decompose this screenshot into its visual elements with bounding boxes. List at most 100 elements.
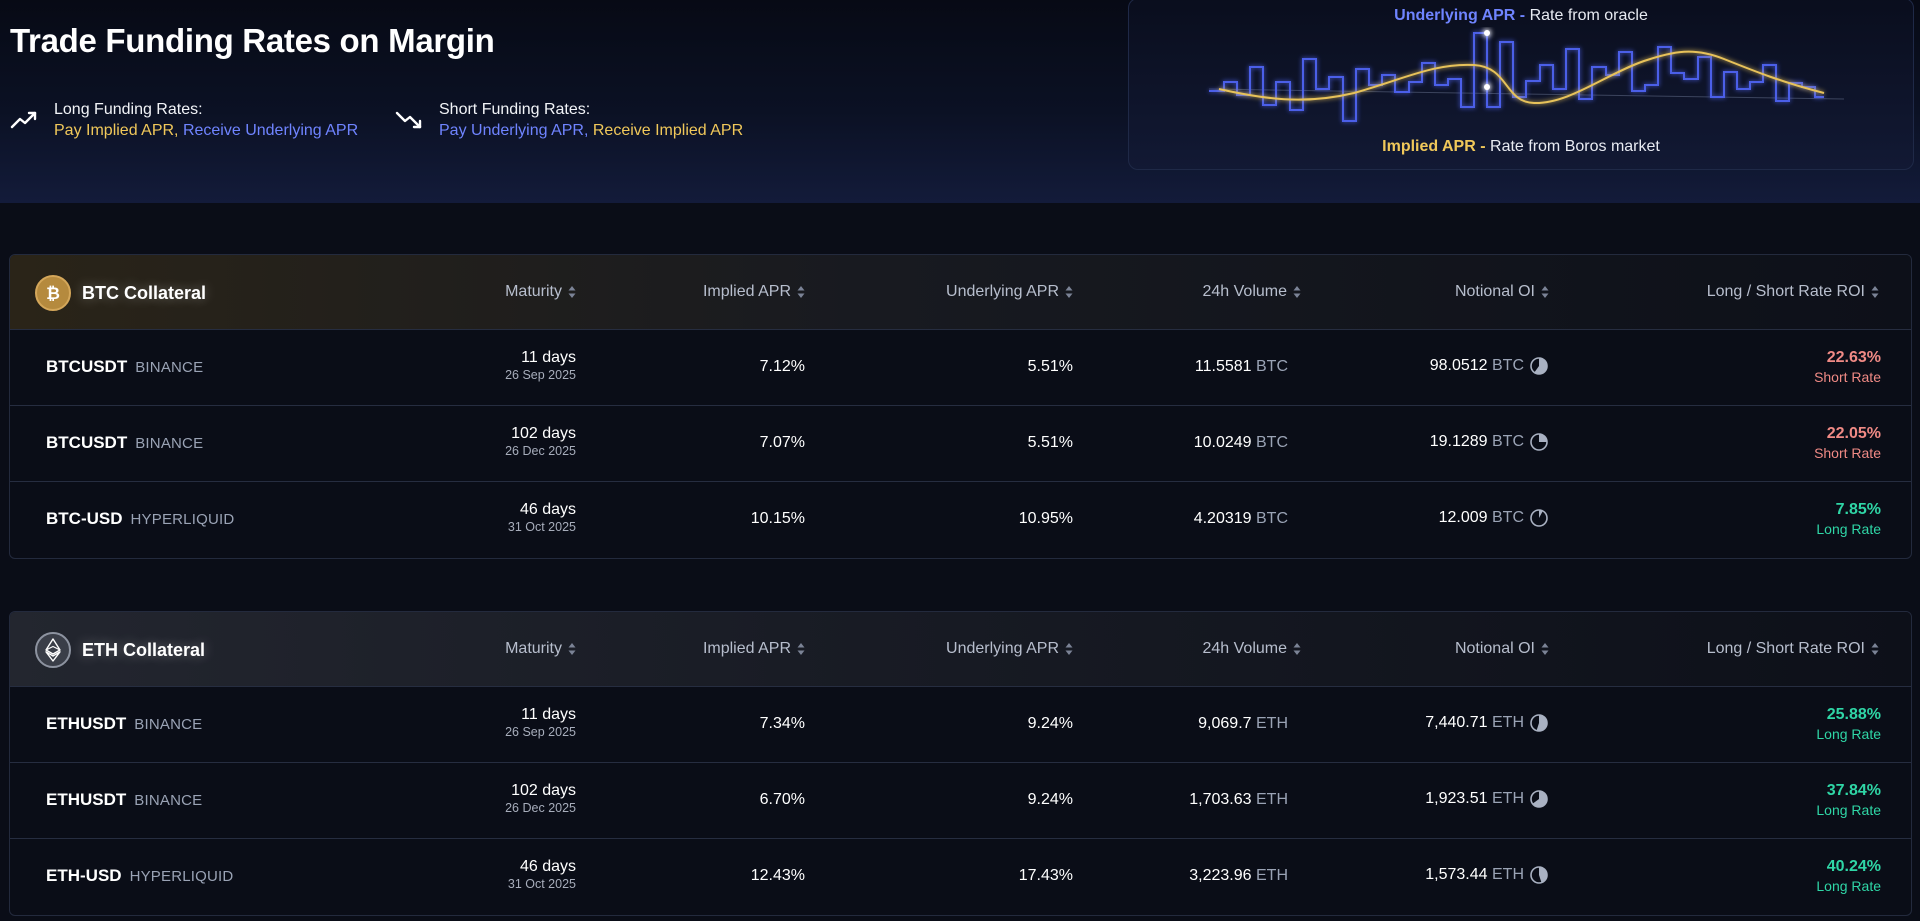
sort-volume-header[interactable]: 24h Volume xyxy=(1202,283,1301,301)
table-row[interactable]: BTCUSDT BINANCE 11 days 26 Sep 2025 7.12% … xyxy=(10,330,1911,406)
oi-unit: ETH xyxy=(1492,714,1524,732)
pair-symbol: ETHUSDT xyxy=(46,714,127,733)
collateral-label: ₿ BTC Collateral xyxy=(35,275,206,311)
roi-value: 40.24% xyxy=(1826,858,1881,875)
sort-notional-oi-header[interactable]: Notional OI xyxy=(1455,640,1549,658)
exchange-name: BINANCE xyxy=(135,435,204,452)
sort-icon xyxy=(568,643,576,655)
sort-underlying-apr-header[interactable]: Underlying APR xyxy=(946,640,1073,658)
collateral-title: BTC Collateral xyxy=(82,282,207,303)
collateral-title: ETH Collateral xyxy=(82,639,206,660)
page-title: Trade Funding Rates on Margin xyxy=(10,22,495,59)
sort-maturity-header[interactable]: Maturity xyxy=(505,640,576,658)
maturity-date: 31 Oct 2025 xyxy=(507,520,576,534)
table-row[interactable]: BTC-USD HYPERLIQUID 46 days 31 Oct 2025 10… xyxy=(10,482,1911,558)
table-row[interactable]: ETH-USD HYPERLIQUID 46 days 31 Oct 2025 12… xyxy=(10,839,1911,915)
volume-unit: BTC xyxy=(1256,510,1288,527)
table-header: ₿ BTC Collateral Maturity Implied APR Un… xyxy=(10,255,1911,330)
roi-value: 25.88% xyxy=(1826,706,1881,723)
sort-underlying-apr-header[interactable]: Underlying APR xyxy=(946,283,1073,301)
pair-symbol: BTCUSDT xyxy=(46,433,128,452)
implied-marker xyxy=(1484,84,1490,90)
short-funding-title: Short Funding Rates: xyxy=(439,101,591,118)
sort-icon xyxy=(1293,643,1301,655)
oi-utilization-pie-icon[interactable] xyxy=(1529,789,1549,809)
oi-utilization-pie-icon[interactable] xyxy=(1529,356,1549,376)
oi-utilization-pie-icon[interactable] xyxy=(1529,432,1549,452)
maturity-days: 46 days xyxy=(519,858,576,875)
volume-unit: ETH xyxy=(1256,791,1288,808)
roi-side-label: Long Rate xyxy=(1816,726,1881,742)
sort-implied-apr-header[interactable]: Implied APR xyxy=(703,283,805,301)
underlying-marker xyxy=(1484,30,1490,36)
ethereum-icon xyxy=(35,632,71,668)
volume-unit: BTC xyxy=(1256,358,1288,375)
short-funding-legend: Short Funding Rates: Pay Underlying APR,… xyxy=(395,100,743,142)
sort-volume-header[interactable]: 24h Volume xyxy=(1202,640,1301,658)
implied-apr-value: 7.12% xyxy=(759,358,805,375)
sort-maturity-header[interactable]: Maturity xyxy=(505,283,576,301)
exchange-name: BINANCE xyxy=(134,792,203,809)
underlying-apr-value: 9.24% xyxy=(1027,791,1073,808)
apr-illustration-graphic xyxy=(1208,30,1844,122)
oi-utilization-pie-icon[interactable] xyxy=(1529,865,1549,885)
sort-roi-header[interactable]: Long / Short Rate ROI xyxy=(1707,640,1879,658)
exchange-name: BINANCE xyxy=(135,359,204,376)
long-pay-text: Pay Implied APR, xyxy=(54,122,179,139)
maturity-date: 26 Sep 2025 xyxy=(505,725,576,739)
trend-up-icon xyxy=(10,111,37,129)
maturity-days: 102 days xyxy=(511,425,576,442)
volume-unit: ETH xyxy=(1256,715,1288,732)
implied-apr-value: 7.07% xyxy=(759,434,805,451)
sort-icon xyxy=(1065,643,1073,655)
sort-icon xyxy=(1541,286,1549,298)
pair-symbol: ETHUSDT xyxy=(46,790,127,809)
sort-icon xyxy=(1293,286,1301,298)
notional-oi-value: 1,923.51 xyxy=(1425,790,1488,808)
volume-value: 1,703.63 xyxy=(1189,791,1252,808)
oi-utilization-pie-icon[interactable] xyxy=(1529,508,1549,528)
table-row[interactable]: ETHUSDT BINANCE 102 days 26 Dec 2025 6.70%… xyxy=(10,763,1911,839)
volume-value: 9,069.7 xyxy=(1198,715,1252,732)
notional-oi-value: 7,440.71 xyxy=(1425,714,1488,732)
sort-implied-apr-header[interactable]: Implied APR xyxy=(703,640,805,658)
oi-unit: ETH xyxy=(1492,866,1524,884)
roi-value: 37.84% xyxy=(1826,782,1881,799)
underlying-apr-value: 17.43% xyxy=(1018,867,1073,884)
short-pay-text: Pay Underlying APR, xyxy=(439,122,589,139)
collateral-label: ETH Collateral xyxy=(35,632,205,668)
pair-symbol: BTC-USD xyxy=(46,509,123,528)
oi-unit: BTC xyxy=(1492,357,1524,375)
sort-icon xyxy=(1541,643,1549,655)
table-header: ETH Collateral Maturity Implied APR Unde… xyxy=(10,612,1911,687)
exchange-name: HYPERLIQUID xyxy=(130,511,235,528)
notional-oi-value: 12.009 xyxy=(1438,509,1488,527)
roi-side-label: Long Rate xyxy=(1816,878,1881,894)
roi-value: 22.05% xyxy=(1826,425,1881,442)
maturity-days: 11 days xyxy=(521,706,576,723)
pair-symbol: BTCUSDT xyxy=(46,357,128,376)
oi-unit: BTC xyxy=(1492,509,1524,527)
notional-oi-value: 98.0512 xyxy=(1429,357,1488,375)
underlying-apr-value: 10.95% xyxy=(1018,510,1073,527)
oi-unit: ETH xyxy=(1492,790,1524,808)
roi-side-label: Long Rate xyxy=(1816,521,1881,537)
trend-down-icon xyxy=(395,111,422,129)
table-row[interactable]: ETHUSDT BINANCE 11 days 26 Sep 2025 7.34% … xyxy=(10,687,1911,763)
roi-side-label: Short Rate xyxy=(1814,445,1881,461)
implied-apr-value: 6.70% xyxy=(759,791,805,808)
sort-icon xyxy=(797,643,805,655)
volume-value: 10.0249 xyxy=(1193,434,1252,451)
oi-utilization-pie-icon[interactable] xyxy=(1529,713,1549,733)
oi-unit: BTC xyxy=(1492,433,1524,451)
maturity-date: 26 Dec 2025 xyxy=(505,444,576,458)
table-row[interactable]: BTCUSDT BINANCE 102 days 26 Dec 2025 7.07%… xyxy=(10,406,1911,482)
bitcoin-icon: ₿ xyxy=(35,275,71,311)
implied-apr-value: 10.15% xyxy=(750,510,805,527)
sort-roi-header[interactable]: Long / Short Rate ROI xyxy=(1707,283,1879,301)
hero-banner: Trade Funding Rates on Margin Long Fundi… xyxy=(0,0,1920,203)
sort-icon xyxy=(797,286,805,298)
long-funding-legend: Long Funding Rates: Pay Implied APR, Rec… xyxy=(10,100,358,142)
exchange-name: HYPERLIQUID xyxy=(129,868,234,885)
sort-notional-oi-header[interactable]: Notional OI xyxy=(1455,283,1549,301)
